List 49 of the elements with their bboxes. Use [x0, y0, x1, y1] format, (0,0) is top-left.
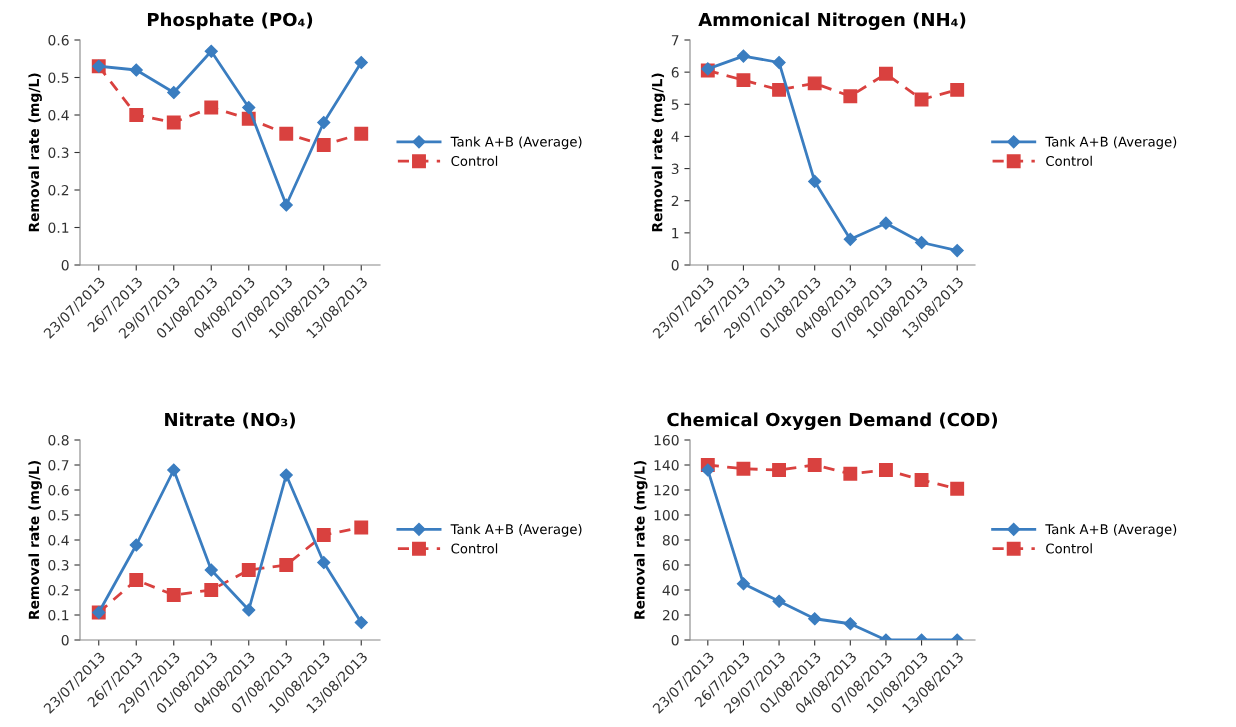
y-axis-title: Removal rate (mg/L)	[28, 461, 42, 619]
y-tick-label: 0.2	[48, 184, 69, 196]
y-tick-label: 0.8	[48, 434, 69, 446]
chart-title: Phosphate (PO₄)	[147, 12, 313, 30]
y-tick-label: 0.1	[48, 222, 69, 233]
y-tick-label: 0.7	[48, 459, 69, 471]
legend-label: Tank A+B (Average)	[1045, 523, 1177, 537]
y-tick-label: 0.1	[48, 609, 69, 621]
y-tick-label: 0	[671, 634, 679, 646]
y-tick-label: 60	[662, 559, 679, 571]
y-tick-label: 20	[662, 609, 679, 621]
y-tick-label: 5	[671, 99, 679, 110]
y-tick-label: 0.3	[48, 559, 69, 571]
legend-label: Control	[451, 155, 498, 167]
y-axis-title: Removal rate (mg/L)	[633, 461, 648, 619]
y-tick-label: 100	[654, 509, 679, 521]
y-tick-label: 3	[671, 163, 679, 175]
y-tick-label: 0.6	[48, 484, 69, 496]
y-tick-label: 0.3	[48, 147, 69, 158]
y-tick-label: 2	[671, 195, 679, 206]
y-tick-label: 40	[662, 584, 679, 596]
y-tick-label: 0.5	[48, 509, 69, 521]
y-tick-label: 160	[654, 434, 679, 446]
chart-title: Nitrate (NO₃)	[165, 412, 295, 429]
y-tick-label: 140	[654, 459, 679, 471]
y-tick-label: 1	[672, 228, 679, 239]
legend-label: Control	[1046, 543, 1092, 554]
chart-title: Ammonical Nitrogen (NH₄)	[698, 12, 966, 31]
y-tick-label: 0	[671, 259, 679, 271]
chart-title: Chemical Oxygen Demand (COD)	[667, 412, 998, 431]
y-tick-label: 4	[671, 131, 679, 142]
y-tick-label: 0	[61, 259, 69, 271]
y-axis-title: Removal rate (mg/L)	[28, 73, 42, 232]
y-axis-title: Removal rate (mg/L)	[651, 73, 666, 232]
legend-label: Control	[1046, 155, 1092, 167]
y-tick-label: 0	[61, 634, 69, 646]
legend-label: Control	[451, 543, 498, 554]
y-tick-label: 7	[671, 35, 679, 46]
y-tick-label: 0.5	[48, 72, 69, 83]
y-tick-label: 0.4	[48, 109, 69, 121]
legend-label: Tank A+B (Average)	[450, 136, 582, 150]
y-tick-label: 0.2	[48, 584, 69, 596]
y-tick-label: 120	[654, 484, 679, 496]
y-tick-label: 6	[671, 67, 679, 78]
y-tick-label: 0.4	[48, 534, 69, 546]
y-tick-label: 80	[662, 534, 679, 546]
legend-label: Tank A+B (Average)	[1045, 136, 1177, 150]
legend-label: Tank A+B (Average)	[450, 523, 582, 537]
y-tick-label: 0.6	[48, 34, 69, 46]
